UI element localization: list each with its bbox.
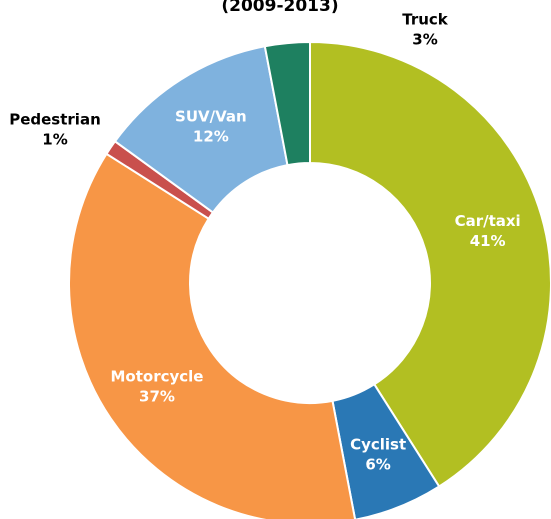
slice-value: 1% (42, 131, 67, 149)
slice-label: Truck (402, 11, 449, 29)
slice-value: 12% (193, 127, 229, 145)
slice (68, 152, 357, 519)
slice-label: SUV/Van (175, 107, 247, 125)
slice-value: 41% (470, 232, 506, 250)
slice-value: 37% (139, 387, 175, 405)
chart-subtitle: (2009-2013) (221, 0, 338, 16)
slice (263, 40, 311, 167)
slice (113, 45, 289, 214)
slice-label: Motorcycle (110, 367, 203, 385)
slice-label: Pedestrian (9, 111, 101, 129)
slice (331, 382, 441, 519)
slice (309, 40, 551, 488)
slice-value: 3% (412, 31, 437, 49)
slice-value: 6% (365, 456, 390, 474)
slice-label: Car/taxi (455, 212, 521, 230)
slice-label: Cyclist (350, 436, 406, 454)
